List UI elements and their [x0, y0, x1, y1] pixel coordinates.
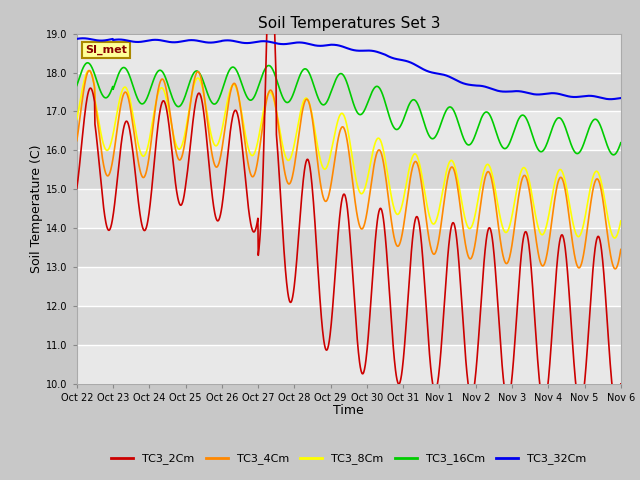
Bar	[77, 228, 621, 267]
Y-axis label: Soil Temperature (C): Soil Temperature (C)	[31, 144, 44, 273]
Bar	[77, 111, 621, 150]
Bar	[77, 345, 621, 384]
Text: SI_met: SI_met	[85, 45, 127, 55]
Bar	[77, 306, 621, 345]
Title: Soil Temperatures Set 3: Soil Temperatures Set 3	[257, 16, 440, 31]
Bar	[77, 150, 621, 189]
X-axis label: Time: Time	[333, 405, 364, 418]
Bar	[77, 72, 621, 111]
Bar	[77, 189, 621, 228]
Bar	[77, 267, 621, 306]
Bar	[77, 34, 621, 72]
Legend: TC3_2Cm, TC3_4Cm, TC3_8Cm, TC3_16Cm, TC3_32Cm: TC3_2Cm, TC3_4Cm, TC3_8Cm, TC3_16Cm, TC3…	[107, 449, 591, 469]
